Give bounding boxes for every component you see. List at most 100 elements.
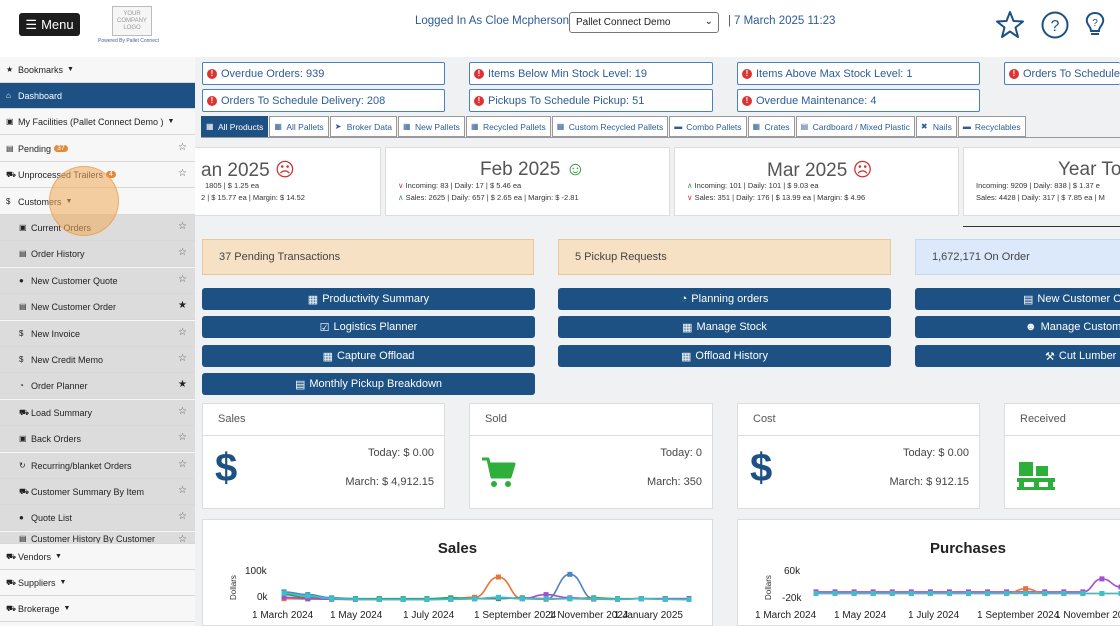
data-point[interactable]: [305, 593, 311, 599]
data-point[interactable]: [851, 591, 857, 596]
data-point[interactable]: [1099, 591, 1105, 596]
sidebar-item-customer-summary-by-item[interactable]: ⛟ Customer Summary By Item ☆: [0, 479, 195, 505]
data-point[interactable]: [966, 591, 971, 596]
bookmark-star-icon[interactable]: ☆: [178, 353, 187, 364]
tab-all-products[interactable]: ▦ All Products: [201, 116, 269, 137]
data-point[interactable]: [662, 596, 668, 602]
alert-schedule-delivery[interactable]: ! Orders To Schedule Delivery: 208: [202, 89, 445, 112]
data-point[interactable]: [985, 591, 991, 596]
tab-custom-recycled-pallets[interactable]: ▦ Custom Recycled Pallets: [551, 116, 669, 137]
tab-crates[interactable]: ▦ Crates: [747, 116, 795, 137]
bookmarked-star-icon[interactable]: ★: [178, 300, 187, 311]
data-point[interactable]: [376, 596, 382, 602]
sidebar-item-new-customer-quote[interactable]: ● New Customer Quote ☆: [0, 268, 195, 294]
lightbulb-icon[interactable]: ?: [1080, 10, 1110, 40]
data-point[interactable]: [1118, 584, 1120, 590]
facility-select[interactable]: Pallet Connect Demo ⌄: [569, 12, 719, 33]
data-point[interactable]: [400, 596, 406, 602]
data-point[interactable]: [352, 596, 358, 602]
monthly-pickup-breakdown-button[interactable]: ▤ Monthly Pickup Breakdown: [202, 373, 535, 395]
bookmark-star-icon[interactable]: ☆: [178, 432, 187, 443]
data-point[interactable]: [567, 571, 573, 577]
bookmark-star-icon[interactable]: ☆: [178, 247, 187, 258]
data-point[interactable]: [281, 594, 287, 600]
sidebar-item-vendors[interactable]: ⛟ Vendors ▼: [0, 544, 195, 570]
help-icon[interactable]: ?: [1040, 10, 1070, 40]
bookmark-star-icon[interactable]: ☆: [178, 459, 187, 470]
data-point[interactable]: [1004, 591, 1010, 596]
data-point[interactable]: [329, 596, 335, 602]
data-point[interactable]: [1099, 576, 1105, 582]
bookmark-star-icon[interactable]: ☆: [178, 511, 187, 522]
data-point[interactable]: [591, 596, 597, 602]
sidebar-item-customer-history[interactable]: ▤ Customer History By Customer ☆: [0, 532, 195, 544]
data-point[interactable]: [870, 591, 876, 596]
manage-stock-button[interactable]: ▦ Manage Stock: [558, 316, 891, 338]
star-icon[interactable]: [995, 10, 1025, 40]
manage-customers-button[interactable]: ☻ Manage Custom: [915, 316, 1120, 338]
logistics-planner-button[interactable]: ☑ Logistics Planner: [202, 316, 535, 338]
data-point[interactable]: [1023, 591, 1029, 596]
alert-below-min-stock[interactable]: ! Items Below Min Stock Level: 19: [469, 62, 713, 85]
data-point[interactable]: [946, 591, 952, 596]
sidebar-item-pending[interactable]: ▤ Pending 37 ☆: [0, 136, 195, 162]
sidebar-item-load-summary[interactable]: ⛟ Load Summary ☆: [0, 400, 195, 426]
bookmark-star-icon[interactable]: ☆: [178, 327, 187, 338]
data-point[interactable]: [889, 591, 895, 596]
data-point[interactable]: [1061, 591, 1067, 596]
data-point[interactable]: [567, 596, 573, 602]
data-point[interactable]: [495, 594, 501, 600]
sidebar-item-bookmarks[interactable]: ★ Bookmarks ▼: [0, 57, 195, 83]
capture-offload-button[interactable]: ▦ Capture Offload: [202, 345, 535, 367]
data-point[interactable]: [813, 591, 819, 596]
sidebar-item-dashboard[interactable]: ⌂ Dashboard: [0, 83, 195, 109]
tab-recycled-pallets[interactable]: ▦ Recycled Pallets: [465, 116, 551, 137]
sidebar-item-my-facilities[interactable]: ▣ My Facilities (Pallet Connect Demo ) ▼: [0, 109, 195, 135]
tab-broker-data[interactable]: ➤ Broker Data: [329, 116, 398, 137]
data-point[interactable]: [543, 592, 549, 598]
data-point[interactable]: [424, 596, 430, 602]
bookmarked-star-icon[interactable]: ★: [178, 379, 187, 390]
sidebar-item-new-credit-memo[interactable]: $ New Credit Memo ☆: [0, 347, 195, 373]
data-point[interactable]: [927, 591, 933, 596]
data-point[interactable]: [1023, 586, 1029, 592]
data-point[interactable]: [543, 596, 549, 602]
menu-button[interactable]: ☰ Menu: [19, 13, 80, 36]
sidebar-item-order-planner[interactable]: ◔ Order Planner ★: [0, 373, 195, 399]
bookmark-star-icon[interactable]: ☆: [178, 274, 187, 285]
sidebar-item-suppliers[interactable]: ⛟ Suppliers ▼: [0, 570, 195, 596]
data-point[interactable]: [1042, 591, 1048, 596]
bookmark-star-icon[interactable]: ☆: [178, 485, 187, 496]
sidebar-item-new-customer-order[interactable]: ▤ New Customer Order ★: [0, 294, 195, 320]
tab-combo-pallets[interactable]: ▬ Combo Pallets: [669, 116, 747, 137]
productivity-summary-button[interactable]: ▦ Productivity Summary: [202, 288, 535, 310]
alert-orders-to-schedule[interactable]: ! Orders To Schedule: [1004, 62, 1120, 85]
tab-all-pallets[interactable]: ▦ All Pallets: [269, 116, 329, 137]
data-point[interactable]: [448, 596, 454, 602]
sidebar-item-order-history[interactable]: ▤ Order History ☆: [0, 241, 195, 267]
data-point[interactable]: [519, 596, 525, 602]
on-order-box[interactable]: 1,672,171 On Order: [915, 239, 1120, 275]
data-point[interactable]: [305, 596, 311, 602]
bookmark-star-icon[interactable]: ☆: [178, 534, 187, 544]
alert-overdue-orders[interactable]: ! Overdue Orders: 939: [202, 62, 445, 85]
data-point[interactable]: [686, 596, 692, 602]
data-point[interactable]: [615, 596, 621, 602]
pickup-requests-box[interactable]: 5 Pickup Requests: [558, 239, 891, 275]
alert-above-max-stock[interactable]: ! Items Above Max Stock Level: 1: [737, 62, 980, 85]
bookmark-star-icon[interactable]: ☆: [178, 142, 187, 153]
alert-schedule-pickup[interactable]: ! Pickups To Schedule Pickup: 51: [469, 89, 713, 112]
data-point[interactable]: [1080, 591, 1086, 596]
data-point[interactable]: [1118, 591, 1120, 596]
data-point[interactable]: [832, 591, 838, 596]
alert-overdue-maintenance[interactable]: ! Overdue Maintenance: 4: [737, 89, 980, 112]
sidebar-item-new-invoice[interactable]: $ New Invoice ☆: [0, 321, 195, 347]
data-point[interactable]: [472, 596, 478, 602]
sidebar-item-brokerage[interactable]: ⛟ Brokerage ▼: [0, 596, 195, 622]
data-point[interactable]: [281, 590, 287, 596]
bookmark-star-icon[interactable]: ☆: [178, 168, 187, 179]
sidebar-item-recurring-orders[interactable]: ↻ Recurring/blanket Orders ☆: [0, 453, 195, 479]
offload-history-button[interactable]: ▦ Offload History: [558, 345, 891, 367]
data-point[interactable]: [638, 596, 644, 602]
sidebar-item-quote-list[interactable]: ● Quote List ☆: [0, 505, 195, 531]
